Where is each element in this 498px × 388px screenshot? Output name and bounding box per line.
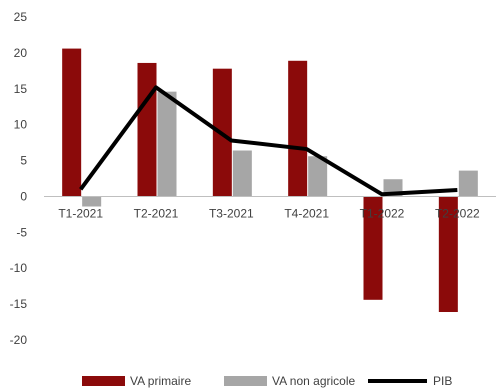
y-tick-label: 25 [14,10,28,24]
legend: VA primaire VA non agricole PIB [82,374,452,388]
bar-va-non-agricole [308,156,328,197]
line-pib [79,85,458,197]
legend-swatch [82,376,125,386]
legend-label: VA primaire [130,374,191,388]
x-tick-label: T2-2022 [435,206,480,220]
legend-label: VA non agricole [272,374,355,388]
bar-va-primaire [62,48,82,197]
y-tick-label: 20 [14,46,28,60]
legend-swatch [224,376,267,386]
line-series [79,85,458,197]
bar-va-primaire [137,62,157,197]
bar-va-primaire [363,196,383,300]
x-tick-label: T1-2022 [360,206,405,220]
bar-va-non-agricole [458,170,478,197]
x-tick-label: T1-2021 [58,206,103,220]
legend-label: PIB [433,374,452,388]
y-axis: 25 20 15 10 5 0 -5 -10 -15 -20 [10,10,28,347]
bar-va-primaire [288,60,308,197]
y-tick-label: -20 [10,333,28,347]
x-axis: T1-2021 T2-2021 T3-2021 T4-2021 T1-2022 T2-20… [58,206,480,220]
y-tick-label: 0 [20,189,27,203]
x-tick-label: T2-2021 [134,206,179,220]
bar-va-non-agricole [232,150,252,197]
bar-va-non-agricole [157,91,177,197]
y-tick-label: 5 [20,154,27,168]
bar-va-non-agricole [82,196,102,207]
y-tick-label: -10 [10,261,28,275]
y-tick-label: 10 [14,118,28,132]
x-tick-label: T4-2021 [284,206,329,220]
y-tick-label: 15 [14,82,28,96]
x-tick-label: T3-2021 [209,206,254,220]
bar-va-primaire [438,196,458,313]
y-tick-label: -5 [16,225,27,239]
bars [62,48,478,313]
y-tick-label: -15 [10,297,28,311]
